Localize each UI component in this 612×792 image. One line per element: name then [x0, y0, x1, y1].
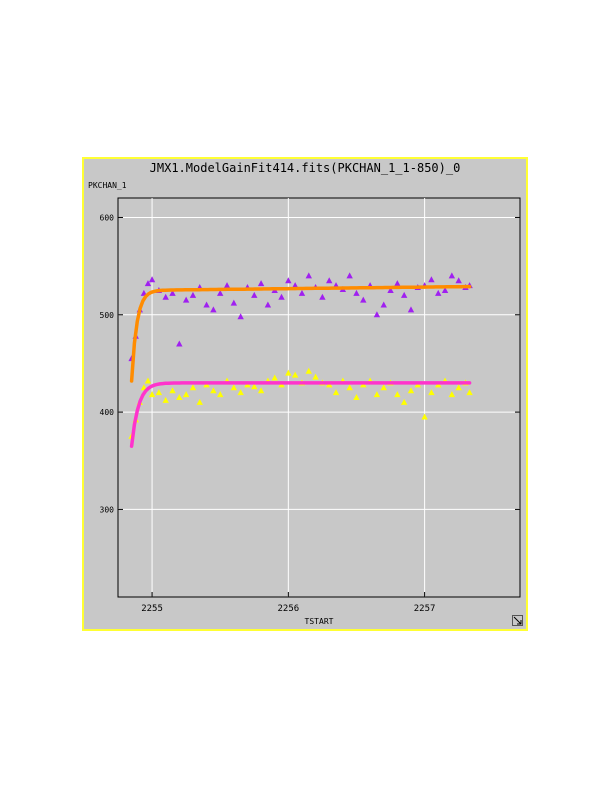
series-1-point: [319, 293, 326, 300]
series-2-point: [353, 394, 360, 400]
series-2-point: [455, 384, 462, 391]
series-1-point: [394, 280, 401, 287]
series-1-point: [162, 293, 169, 300]
series-2-point: [230, 384, 238, 391]
x-tick-label: 2256: [277, 604, 299, 614]
x-tick-label: 2257: [414, 604, 436, 614]
series-2-point: [182, 391, 190, 398]
series-2-point: [169, 387, 176, 394]
y-tick-label: 500: [100, 311, 115, 320]
series-2-point: [305, 367, 312, 374]
series-1-point: [353, 289, 360, 296]
series-1-point: [428, 276, 435, 283]
chart-window: JMX1.ModelGainFit414.fits(PKCHAN_1_1-850…: [82, 157, 528, 631]
fit-curve-1: [129, 284, 472, 383]
series-2-point: [346, 384, 353, 391]
series-2-point: [380, 384, 387, 391]
series-1-point: [291, 282, 299, 289]
series-1-point: [230, 299, 238, 306]
y-axis-label: PKCHAN_1: [88, 181, 127, 190]
series-2-point: [196, 398, 203, 405]
series-1-point: [298, 289, 306, 296]
series-1-point: [278, 293, 285, 300]
x-tick-label: 2255: [141, 604, 163, 614]
series-1-point: [326, 277, 333, 284]
series-2-point: [271, 374, 278, 381]
series-1-point: [264, 301, 272, 308]
series-1-point: [176, 340, 183, 347]
series-1-point: [400, 291, 408, 298]
series-1-point: [144, 280, 152, 287]
series-2-point: [291, 371, 299, 378]
series-1-point: [285, 277, 292, 284]
series-1-point: [407, 306, 415, 313]
series-1-point: [237, 313, 244, 320]
series-1-point: [360, 296, 367, 303]
series-2-point: [394, 391, 401, 398]
series-1-point: [148, 276, 156, 283]
series-2-point: [407, 387, 415, 394]
series-2-point: [148, 391, 156, 398]
series-1-point: [455, 277, 462, 284]
series-1-point: [448, 272, 456, 279]
series-2-point: [448, 391, 456, 398]
y-tick-label: 400: [100, 408, 115, 417]
chart-title: JMX1.ModelGainFit414.fits(PKCHAN_1_1-850…: [149, 161, 461, 175]
y-tick-label: 600: [100, 213, 115, 222]
series-2-point: [285, 369, 292, 376]
series-1-point: [203, 301, 210, 308]
series-2-point: [144, 377, 152, 384]
series-1-point: [305, 272, 312, 279]
series-1-point: [223, 282, 231, 289]
series-1-point: [251, 291, 258, 298]
series-2-point: [428, 389, 435, 396]
y-tick-label: 300: [100, 505, 115, 514]
series-1-point: [257, 280, 265, 287]
series-2-point: [400, 398, 408, 405]
series-2-point: [155, 389, 163, 396]
series-2-point: [162, 396, 169, 403]
series-2-point: [257, 387, 265, 394]
plot-border: [117, 197, 521, 598]
series-1-point: [346, 272, 353, 279]
series-1-point: [210, 306, 217, 313]
resize-handle-icon[interactable]: [512, 615, 523, 626]
series-1-point: [380, 301, 387, 308]
series-1-point: [169, 289, 176, 296]
series-1-point: [182, 296, 190, 303]
series-2-point: [373, 391, 381, 398]
series-2-point: [176, 394, 183, 400]
fit-curve-2: [129, 381, 472, 448]
series-2-point: [312, 373, 319, 380]
series-1-point: [373, 311, 381, 318]
series-1-point: [435, 289, 442, 296]
series-2-point: [332, 389, 340, 396]
series-2-point: [251, 383, 258, 390]
series-2-point: [466, 389, 473, 396]
series-2-point: [217, 391, 224, 398]
series-1-point: [441, 286, 449, 293]
series-2-point: [421, 413, 428, 420]
series-1-point: [189, 291, 197, 298]
x-axis-label: TSTART: [304, 617, 334, 626]
plot-area: 2255 2256 2257 300 400 500 600: [100, 197, 521, 614]
series-1-point: [387, 286, 394, 293]
series-1-point: [217, 289, 224, 296]
series-2-point: [189, 384, 197, 391]
series-2-point: [210, 387, 217, 394]
series-2-point: [237, 389, 244, 396]
